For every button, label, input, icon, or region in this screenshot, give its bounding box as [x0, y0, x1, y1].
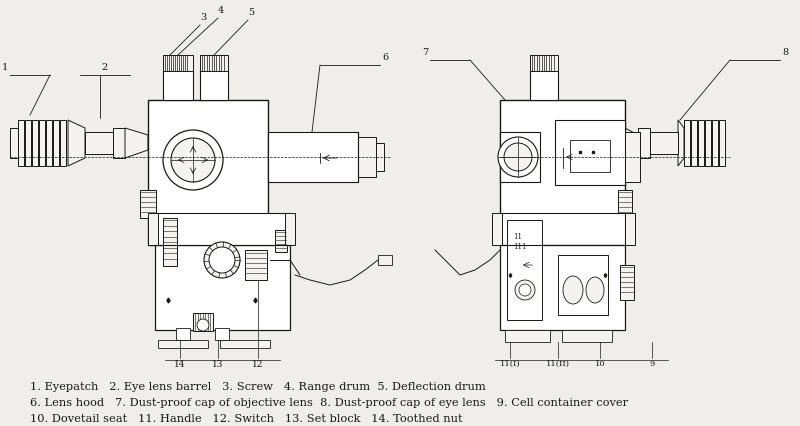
Text: 2: 2 — [102, 63, 108, 72]
Circle shape — [204, 242, 240, 278]
Bar — [200, 70, 228, 100]
Bar — [500, 245, 625, 330]
Bar — [638, 128, 650, 158]
Bar — [148, 213, 158, 245]
Bar — [618, 190, 632, 216]
Text: 8: 8 — [782, 48, 788, 57]
Bar — [698, 120, 704, 166]
Bar — [684, 120, 690, 166]
Bar — [53, 120, 59, 166]
Bar — [275, 230, 287, 252]
Text: 9: 9 — [650, 360, 654, 368]
Text: 11(II): 11(II) — [546, 360, 570, 368]
Text: 11: 11 — [513, 233, 522, 241]
Bar — [500, 100, 625, 245]
Polygon shape — [125, 128, 148, 158]
Bar — [193, 313, 213, 331]
Text: 1: 1 — [2, 63, 8, 72]
Bar — [492, 213, 502, 245]
Text: 6. Lens hood   7. Dust-proof cap of objective lens  8. Dust-proof cap of eye len: 6. Lens hood 7. Dust-proof cap of object… — [30, 398, 628, 408]
Bar — [555, 120, 625, 185]
Bar — [507, 220, 542, 320]
Text: 5: 5 — [248, 8, 254, 17]
Bar — [625, 213, 635, 245]
Polygon shape — [68, 120, 85, 166]
Bar — [625, 132, 640, 182]
Polygon shape — [625, 128, 638, 158]
Bar — [719, 120, 725, 166]
Bar — [18, 120, 24, 166]
Bar — [155, 245, 290, 330]
Bar — [32, 120, 38, 166]
Bar — [39, 120, 45, 166]
Text: 10. Dovetail seat   11. Handle   12. Switch   13. Set block   14. Toothed nut: 10. Dovetail seat 11. Handle 12. Switch … — [30, 414, 462, 424]
Circle shape — [519, 284, 531, 296]
Ellipse shape — [586, 277, 604, 303]
Text: 111: 111 — [513, 243, 526, 251]
Text: 7: 7 — [422, 48, 428, 57]
Bar — [163, 55, 193, 71]
Bar — [60, 120, 66, 166]
Bar — [500, 132, 540, 182]
Text: 4: 4 — [218, 6, 224, 15]
Text: 14: 14 — [174, 360, 186, 369]
Bar — [562, 330, 612, 342]
Bar — [505, 330, 550, 342]
Polygon shape — [678, 120, 684, 166]
Bar — [113, 128, 125, 158]
Bar — [220, 340, 270, 348]
Text: 6: 6 — [382, 53, 388, 62]
Bar — [25, 120, 31, 166]
Bar — [376, 143, 384, 171]
Ellipse shape — [563, 276, 583, 304]
Bar — [46, 120, 52, 166]
Text: 12: 12 — [252, 360, 264, 369]
Bar — [705, 120, 711, 166]
Bar — [140, 190, 156, 218]
Bar — [200, 55, 228, 71]
Bar — [148, 100, 268, 245]
Text: 11(I): 11(I) — [500, 360, 520, 368]
Text: 3: 3 — [200, 13, 206, 22]
Bar — [158, 340, 208, 348]
Text: 1. Eyepatch   2. Eye lens barrel   3. Screw   4. Range drum  5. Deflection drum: 1. Eyepatch 2. Eye lens barrel 3. Screw … — [30, 382, 486, 392]
Bar — [691, 120, 697, 166]
Bar — [285, 213, 295, 245]
Bar — [358, 137, 376, 177]
Circle shape — [515, 280, 535, 300]
Bar — [500, 213, 625, 245]
Circle shape — [498, 137, 538, 177]
Bar — [10, 128, 18, 158]
Bar — [85, 132, 113, 154]
Bar — [712, 120, 718, 166]
Circle shape — [171, 138, 215, 182]
Bar — [155, 213, 290, 245]
Text: 13: 13 — [212, 360, 224, 369]
Circle shape — [209, 247, 235, 273]
Bar — [215, 328, 229, 340]
Bar — [163, 218, 177, 266]
Bar — [378, 255, 392, 265]
Circle shape — [504, 143, 532, 171]
Bar — [530, 55, 558, 71]
Bar — [530, 70, 558, 100]
Bar — [268, 132, 358, 182]
Bar — [163, 70, 193, 100]
Bar — [245, 250, 267, 280]
Bar — [558, 255, 608, 315]
Circle shape — [197, 319, 209, 331]
Text: 10: 10 — [594, 360, 606, 368]
Bar — [570, 140, 610, 172]
Bar — [650, 132, 678, 154]
Bar — [620, 265, 634, 300]
Circle shape — [163, 130, 223, 190]
Bar — [176, 328, 190, 340]
